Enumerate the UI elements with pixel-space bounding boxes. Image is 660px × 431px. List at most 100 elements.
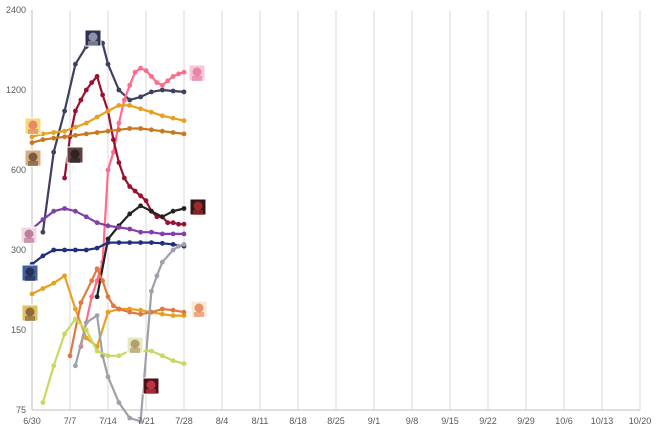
series-line-2 — [79, 67, 185, 347]
data-point — [149, 229, 154, 235]
data-point — [138, 106, 144, 112]
data-point — [159, 231, 165, 237]
data-point — [181, 118, 187, 124]
data-point — [138, 193, 144, 199]
data-point — [121, 175, 127, 181]
data-point — [83, 247, 89, 253]
data-point — [127, 103, 133, 108]
data-point — [116, 240, 122, 246]
data-point — [94, 294, 100, 300]
data-point — [83, 320, 89, 325]
data-point — [40, 131, 46, 137]
data-point — [165, 220, 171, 226]
data-point — [89, 278, 95, 284]
data-point — [78, 97, 84, 103]
data-point — [105, 240, 111, 246]
y-tick-label: 75 — [16, 405, 26, 415]
data-point — [181, 309, 187, 315]
y-tick-label: 300 — [11, 245, 26, 255]
data-point — [181, 242, 187, 247]
data-point — [94, 74, 100, 79]
series-lines — [29, 33, 187, 424]
data-point — [138, 229, 144, 235]
data-point — [138, 94, 144, 100]
data-point — [181, 231, 187, 237]
x-tick-label: 8/18 — [289, 416, 307, 426]
data-point — [94, 114, 100, 120]
data-point — [143, 198, 149, 204]
x-tick-label: 6/30 — [23, 416, 41, 426]
character-thumbnail — [24, 117, 42, 135]
data-point — [159, 214, 165, 220]
data-point — [116, 87, 122, 93]
data-point — [116, 225, 122, 230]
data-point — [51, 247, 57, 253]
data-point — [40, 253, 46, 259]
y-tick-label: 600 — [11, 165, 26, 175]
data-point — [105, 223, 111, 229]
data-point — [62, 175, 67, 181]
x-tick-label: 8/11 — [252, 416, 269, 426]
y-tick-label: 2400 — [6, 5, 26, 15]
data-point — [62, 331, 67, 337]
character-thumbnail — [84, 29, 102, 47]
data-point — [51, 208, 57, 214]
data-point — [170, 247, 176, 253]
data-point — [40, 286, 46, 291]
data-point — [62, 134, 67, 140]
data-point — [138, 65, 144, 71]
character-thumbnail — [24, 149, 42, 167]
data-point — [29, 291, 35, 297]
x-tick-label: 9/15 — [441, 416, 459, 426]
data-point — [127, 126, 133, 131]
data-point — [132, 188, 138, 194]
y-tick-labels: 75 150 300 600 1200 2400 — [6, 5, 26, 415]
data-point — [94, 220, 100, 226]
data-point — [29, 140, 35, 146]
data-point — [40, 400, 46, 405]
data-point — [62, 108, 67, 114]
data-point — [51, 363, 57, 369]
data-point — [73, 108, 78, 114]
character-thumbnail — [21, 304, 39, 322]
data-point — [170, 74, 176, 79]
data-point — [29, 134, 35, 140]
data-point — [94, 348, 100, 354]
data-point — [138, 418, 144, 424]
data-point — [138, 311, 144, 317]
character-thumbnail — [20, 226, 38, 244]
data-point — [83, 131, 89, 137]
data-point — [159, 87, 165, 93]
data-point — [78, 300, 84, 306]
character-thumbnail — [126, 336, 144, 354]
x-tick-label: 10/13 — [591, 416, 614, 426]
data-point — [89, 294, 95, 300]
data-point — [127, 309, 133, 315]
data-point — [165, 78, 171, 84]
data-point — [149, 348, 154, 354]
series-line-1 — [41, 34, 185, 233]
data-point — [94, 245, 100, 251]
data-point — [170, 88, 176, 94]
data-point — [67, 353, 73, 359]
data-point — [159, 128, 165, 134]
data-point — [73, 208, 78, 214]
character-thumbnail — [188, 64, 206, 82]
data-point — [159, 240, 165, 246]
data-point — [105, 128, 111, 134]
x-tick-label: 9/1 — [368, 416, 381, 426]
data-point — [116, 353, 122, 359]
data-point — [159, 259, 165, 265]
data-point — [149, 288, 154, 294]
data-point — [170, 231, 176, 237]
data-point — [143, 68, 149, 73]
data-point — [62, 206, 67, 211]
data-point — [176, 221, 182, 227]
data-point — [159, 311, 165, 317]
data-point — [159, 353, 165, 359]
data-point — [170, 115, 176, 121]
data-point — [149, 74, 154, 79]
y-tick-label: 1200 — [6, 85, 26, 95]
data-point — [94, 313, 100, 318]
